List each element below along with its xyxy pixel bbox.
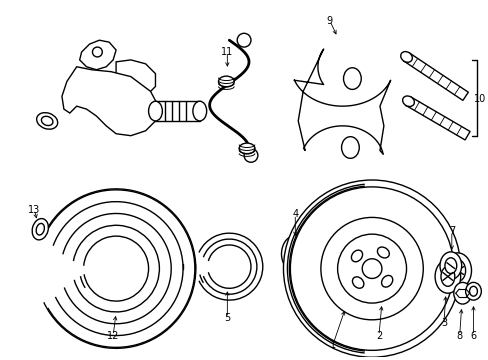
Ellipse shape: [400, 51, 411, 62]
Text: 13: 13: [28, 204, 41, 215]
Ellipse shape: [148, 101, 162, 121]
Text: 10: 10: [473, 94, 486, 104]
Ellipse shape: [439, 252, 461, 279]
Ellipse shape: [343, 68, 361, 89]
Circle shape: [337, 234, 406, 303]
Ellipse shape: [239, 143, 254, 154]
Ellipse shape: [377, 247, 388, 258]
Polygon shape: [294, 49, 390, 154]
Polygon shape: [403, 53, 468, 100]
Ellipse shape: [381, 275, 392, 287]
Text: 7: 7: [448, 226, 454, 236]
Ellipse shape: [444, 258, 456, 274]
Text: 3: 3: [440, 318, 446, 328]
Circle shape: [290, 187, 453, 350]
Text: 4: 4: [292, 210, 298, 220]
Ellipse shape: [32, 219, 48, 240]
Ellipse shape: [41, 116, 53, 126]
Ellipse shape: [352, 277, 363, 288]
Text: 1: 1: [329, 341, 335, 350]
Ellipse shape: [287, 242, 305, 266]
Polygon shape: [116, 60, 155, 96]
Circle shape: [244, 148, 257, 162]
Text: 5: 5: [224, 313, 230, 323]
Circle shape: [320, 217, 423, 320]
Text: 11: 11: [221, 47, 233, 57]
Ellipse shape: [192, 101, 206, 121]
Circle shape: [283, 180, 460, 357]
Polygon shape: [62, 67, 158, 136]
Ellipse shape: [341, 137, 359, 158]
Ellipse shape: [465, 282, 480, 300]
Ellipse shape: [434, 260, 460, 293]
Ellipse shape: [440, 267, 454, 286]
Ellipse shape: [449, 260, 465, 282]
Ellipse shape: [468, 286, 476, 296]
Text: 9: 9: [326, 15, 332, 26]
Ellipse shape: [37, 113, 58, 129]
Ellipse shape: [453, 282, 470, 304]
Text: 12: 12: [107, 330, 119, 341]
Circle shape: [362, 259, 381, 278]
Ellipse shape: [443, 253, 470, 288]
Ellipse shape: [281, 235, 310, 273]
Circle shape: [237, 33, 250, 47]
Polygon shape: [405, 97, 469, 140]
Circle shape: [92, 47, 102, 57]
Ellipse shape: [402, 96, 413, 107]
Ellipse shape: [351, 250, 362, 262]
Polygon shape: [80, 40, 116, 70]
Text: 6: 6: [469, 330, 476, 341]
Ellipse shape: [218, 76, 234, 87]
Text: 2: 2: [375, 330, 381, 341]
Text: 8: 8: [456, 330, 462, 341]
Ellipse shape: [36, 224, 44, 235]
